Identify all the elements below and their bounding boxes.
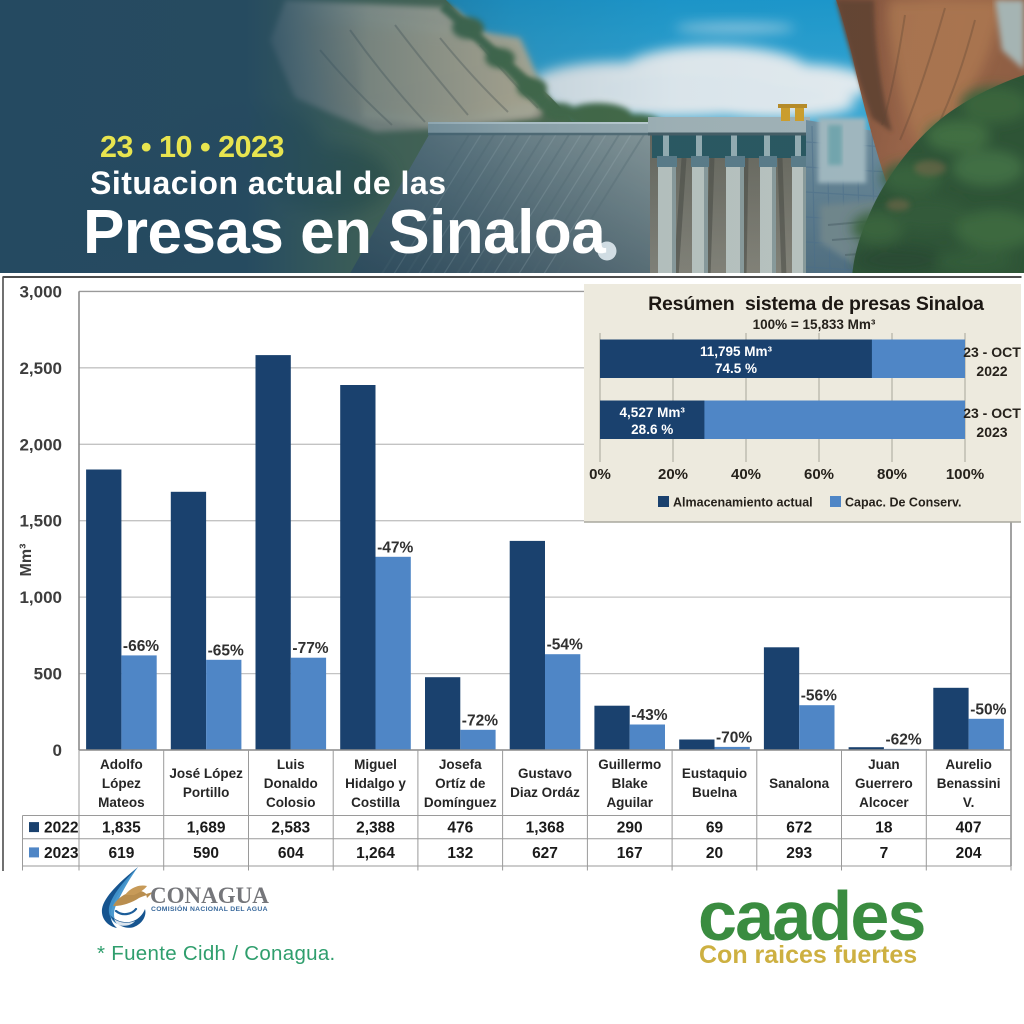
svg-text:1,500: 1,500 — [19, 512, 62, 531]
svg-text:80%: 80% — [877, 466, 907, 483]
svg-text:672: 672 — [786, 820, 812, 837]
svg-text:Buelna: Buelna — [692, 785, 738, 800]
svg-text:-54%: -54% — [547, 637, 583, 654]
svg-text:-56%: -56% — [801, 688, 837, 705]
svg-text:500: 500 — [34, 665, 62, 684]
svg-text:Luis: Luis — [277, 757, 305, 772]
svg-text:Diaz Ordáz: Diaz Ordáz — [510, 785, 580, 800]
svg-text:López: López — [102, 776, 141, 791]
svg-text:Juan: Juan — [868, 757, 900, 772]
svg-text:-77%: -77% — [292, 640, 328, 657]
svg-text:Mm³: Mm³ — [18, 544, 35, 577]
svg-text:619: 619 — [108, 845, 134, 862]
svg-text:Donaldo: Donaldo — [264, 776, 318, 791]
svg-text:590: 590 — [193, 845, 219, 862]
svg-text:Benassini: Benassini — [937, 776, 1001, 791]
svg-text:Ortíz de: Ortíz de — [435, 776, 486, 791]
svg-text:100% = 15,833 Mm³: 100% = 15,833 Mm³ — [753, 317, 876, 332]
svg-text:Hidalgo y: Hidalgo y — [345, 776, 406, 791]
svg-text:28.6 %: 28.6 % — [631, 422, 673, 437]
svg-text:Colosio: Colosio — [266, 795, 316, 810]
svg-text:2022: 2022 — [44, 820, 78, 837]
svg-text:1,264: 1,264 — [356, 845, 395, 862]
svg-text:2,388: 2,388 — [356, 820, 395, 837]
svg-text:Adolfo: Adolfo — [100, 757, 143, 772]
svg-text:476: 476 — [447, 820, 473, 837]
svg-text:-65%: -65% — [208, 642, 244, 659]
svg-text:1,368: 1,368 — [526, 820, 565, 837]
svg-text:7: 7 — [880, 845, 889, 862]
svg-text:Costilla: Costilla — [351, 795, 400, 810]
svg-text:Blake: Blake — [612, 776, 649, 791]
svg-text:290: 290 — [617, 820, 643, 837]
svg-text:2023: 2023 — [976, 424, 1007, 440]
svg-text:Gustavo: Gustavo — [518, 766, 572, 781]
svg-text:2022: 2022 — [976, 363, 1007, 379]
svg-text:Sanalona: Sanalona — [769, 776, 830, 791]
svg-text:-70%: -70% — [716, 729, 752, 746]
svg-text:1,689: 1,689 — [187, 820, 226, 837]
svg-text:20: 20 — [706, 845, 723, 862]
svg-text:-62%: -62% — [886, 731, 922, 748]
svg-text:-50%: -50% — [970, 701, 1006, 718]
svg-text:Aurelio: Aurelio — [945, 757, 992, 772]
svg-text:627: 627 — [532, 845, 558, 862]
svg-text:1,000: 1,000 — [19, 588, 62, 607]
svg-text:2,583: 2,583 — [271, 820, 310, 837]
svg-text:604: 604 — [278, 845, 304, 862]
svg-text:Almacenamiento actual: Almacenamiento actual — [673, 496, 813, 510]
svg-text:Josefa: Josefa — [439, 757, 482, 772]
svg-text:Guillermo: Guillermo — [598, 757, 661, 772]
svg-text:-47%: -47% — [377, 539, 413, 556]
svg-text:11,795 Mm³: 11,795 Mm³ — [700, 344, 773, 359]
svg-text:100%: 100% — [946, 466, 984, 483]
svg-text:Domínguez: Domínguez — [424, 795, 497, 810]
svg-text:Eustaquio: Eustaquio — [682, 766, 747, 781]
svg-text:60%: 60% — [804, 466, 834, 483]
svg-text:Alcocer: Alcocer — [859, 795, 909, 810]
svg-text:Guerrero: Guerrero — [855, 776, 913, 791]
svg-text:204: 204 — [956, 845, 982, 862]
svg-text:-66%: -66% — [123, 638, 159, 655]
svg-text:4,527 Mm³: 4,527 Mm³ — [620, 405, 686, 420]
svg-text:0: 0 — [53, 741, 62, 760]
svg-text:Aguilar: Aguilar — [606, 795, 653, 810]
svg-text:Portillo: Portillo — [183, 785, 230, 800]
svg-text:V.: V. — [963, 795, 975, 810]
svg-text:-43%: -43% — [631, 707, 667, 724]
svg-text:2023: 2023 — [44, 845, 79, 862]
svg-text:23 - OCT: 23 - OCT — [963, 405, 1021, 421]
svg-text:Mateos: Mateos — [98, 795, 145, 810]
svg-text:74.5 %: 74.5 % — [715, 361, 757, 376]
svg-text:1,835: 1,835 — [102, 820, 141, 837]
svg-text:23 - OCT: 23 - OCT — [963, 344, 1021, 360]
svg-text:167: 167 — [617, 845, 643, 862]
svg-text:Capac. De Conserv.: Capac. De Conserv. — [845, 496, 961, 510]
svg-text:40%: 40% — [731, 466, 761, 483]
svg-text:José López: José López — [169, 766, 243, 781]
svg-text:Miguel: Miguel — [354, 757, 397, 772]
svg-text:20%: 20% — [658, 466, 688, 483]
svg-text:Resúmen sistema de presas Sin: Resúmen sistema de presas Sinaloa — [648, 293, 984, 315]
svg-text:69: 69 — [706, 820, 724, 837]
svg-text:0%: 0% — [589, 466, 611, 483]
svg-text:18: 18 — [875, 820, 893, 837]
svg-text:-72%: -72% — [462, 712, 498, 729]
svg-text:407: 407 — [956, 820, 982, 837]
svg-text:3,000: 3,000 — [19, 282, 62, 301]
svg-text:2,000: 2,000 — [19, 435, 62, 454]
svg-text:2,500: 2,500 — [19, 359, 62, 378]
svg-text:132: 132 — [447, 845, 473, 862]
svg-text:293: 293 — [786, 845, 812, 862]
